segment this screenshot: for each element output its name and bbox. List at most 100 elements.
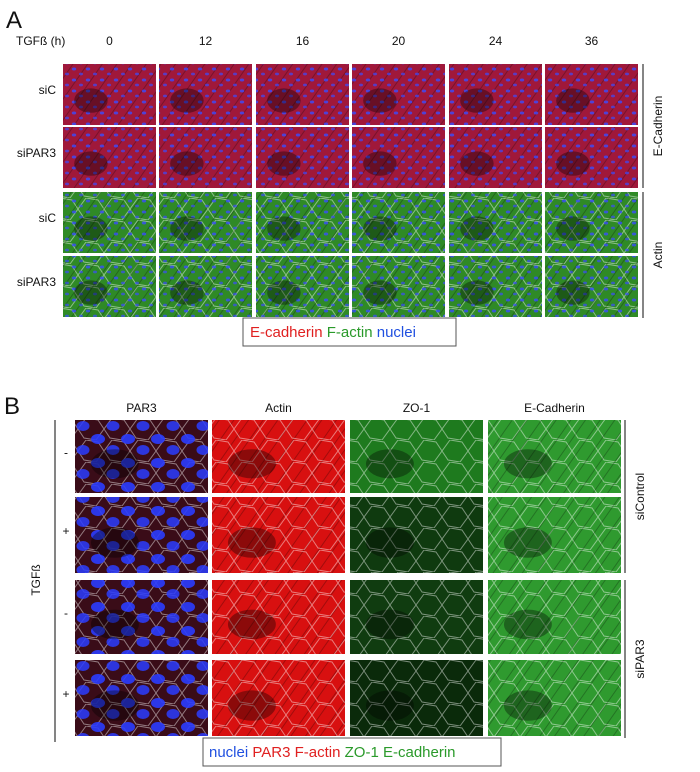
legend-item: E-cadherin xyxy=(250,324,323,341)
column-header: 16 xyxy=(296,34,310,48)
group-label: siPAR3 xyxy=(633,639,647,678)
image-shade xyxy=(460,151,494,176)
row-label: - xyxy=(64,446,68,460)
column-header: PAR3 xyxy=(126,401,157,415)
image-shade xyxy=(503,609,552,640)
image-shade xyxy=(365,609,414,640)
micrograph xyxy=(256,64,349,125)
legend-box xyxy=(242,317,457,347)
image-texture xyxy=(449,192,542,253)
image-shade xyxy=(267,151,301,176)
column-header: ZO-1 xyxy=(403,401,431,415)
image-shade xyxy=(170,88,204,113)
micrograph xyxy=(545,256,638,317)
image-shade xyxy=(170,216,204,241)
row-label: siC xyxy=(39,211,57,225)
image-shade xyxy=(74,280,108,305)
column-header: 20 xyxy=(392,34,406,48)
legend-item: E-cadherin xyxy=(383,744,456,761)
column-header: 12 xyxy=(199,34,213,48)
micrograph xyxy=(256,192,349,253)
image-shade xyxy=(556,280,590,305)
image-shade xyxy=(227,449,276,479)
image-shade xyxy=(363,280,397,305)
image-texture xyxy=(352,256,445,317)
micrograph xyxy=(350,497,483,573)
legend: nuclei PAR3 F-actin ZO-1 E-cadherin xyxy=(209,744,456,761)
image-texture xyxy=(545,256,638,317)
image-shade xyxy=(460,88,494,113)
column-header: E-Cadherin xyxy=(524,401,585,415)
image-texture xyxy=(256,64,349,125)
micrograph xyxy=(159,64,252,125)
image-shade xyxy=(74,216,108,241)
micrograph xyxy=(212,580,345,654)
image-shade xyxy=(556,216,590,241)
image-texture xyxy=(75,420,208,493)
image-shade xyxy=(170,280,204,305)
column-header: 36 xyxy=(585,34,599,48)
image-texture xyxy=(350,580,483,654)
image-texture xyxy=(212,660,345,736)
row-label: - xyxy=(64,606,68,620)
micrograph xyxy=(352,127,445,188)
micrograph xyxy=(488,660,621,736)
image-texture xyxy=(256,256,349,317)
micrograph xyxy=(350,580,483,654)
image-texture xyxy=(159,256,252,317)
image-shade xyxy=(267,216,301,241)
image-shade xyxy=(90,609,139,640)
image-texture xyxy=(488,660,621,736)
micrograph xyxy=(352,64,445,125)
legend-item: PAR3 xyxy=(252,744,290,761)
image-shade xyxy=(503,690,552,721)
row-label: siPAR3 xyxy=(17,146,56,160)
panel-label: A xyxy=(6,7,22,34)
micrograph xyxy=(159,256,252,317)
image-texture xyxy=(75,660,208,736)
micrograph xyxy=(75,660,208,736)
micrograph xyxy=(352,192,445,253)
image-shade xyxy=(90,690,139,721)
image-texture xyxy=(545,127,638,188)
micrograph xyxy=(75,420,208,493)
image-texture xyxy=(545,192,638,253)
image-texture xyxy=(350,420,483,493)
image-texture xyxy=(488,497,621,573)
image-texture xyxy=(63,127,156,188)
image-shade xyxy=(267,280,301,305)
micrograph xyxy=(159,192,252,253)
micrograph xyxy=(256,256,349,317)
image-texture xyxy=(75,580,208,654)
image-shade xyxy=(365,690,414,721)
image-shade xyxy=(227,527,276,558)
legend-item: ZO-1 xyxy=(345,744,379,761)
image-texture xyxy=(63,64,156,125)
micrograph xyxy=(256,127,349,188)
image-texture xyxy=(159,127,252,188)
image-shade xyxy=(363,151,397,176)
image-texture xyxy=(352,192,445,253)
micrograph xyxy=(449,256,542,317)
micrograph xyxy=(488,580,621,654)
image-shade xyxy=(365,449,414,479)
image-shade xyxy=(460,280,494,305)
micrograph xyxy=(63,127,156,188)
micrograph xyxy=(545,192,638,253)
column-header: 24 xyxy=(489,34,503,48)
micrograph xyxy=(350,420,483,493)
micrograph xyxy=(75,497,208,573)
image-shade xyxy=(365,527,414,558)
row-label: + xyxy=(62,687,69,701)
image-shade xyxy=(227,609,276,640)
image-shade xyxy=(74,151,108,176)
image-texture xyxy=(449,64,542,125)
group-label: Actin xyxy=(651,242,665,269)
column-header: 0 xyxy=(106,34,113,48)
micrograph xyxy=(449,64,542,125)
image-texture xyxy=(488,580,621,654)
image-texture xyxy=(63,256,156,317)
side-label: TGFß xyxy=(29,564,43,595)
image-shade xyxy=(170,151,204,176)
